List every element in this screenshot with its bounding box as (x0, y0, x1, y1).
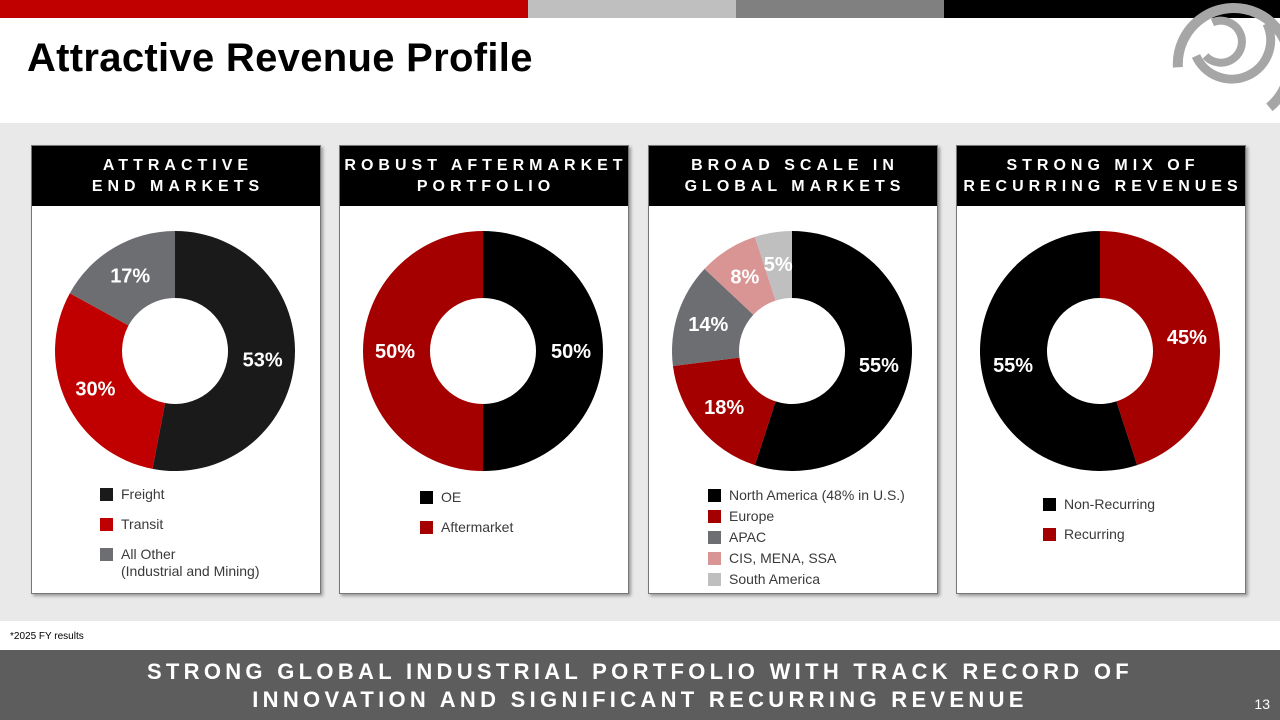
legend-swatch (708, 531, 721, 544)
legend-item: OE (420, 489, 513, 506)
legend-item: Freight (100, 486, 260, 503)
top-bar-segment-red (0, 0, 528, 18)
pie-slice-transit (54, 293, 166, 469)
legend-label: All Other (Industrial and Mining) (121, 546, 260, 579)
legend-label: OE (441, 489, 462, 505)
legend-swatch (708, 552, 721, 565)
legend-label: CIS, MENA, SSA (729, 550, 837, 566)
legend-item: APAC (708, 529, 905, 546)
legend-swatch (708, 510, 721, 523)
legend-swatch (420, 521, 433, 534)
pie-slice-aftermarket (363, 231, 483, 471)
pie-slice-oe (483, 231, 603, 471)
panel-heading-text: ATTRACTIVE END MARKETS (91, 157, 265, 195)
slice-label-apac: 14% (688, 314, 728, 336)
legend-item: Recurring (1043, 526, 1155, 543)
slice-label-non-recurring: 55% (993, 355, 1033, 377)
pie-slice-all-other (69, 231, 175, 326)
pie-slice-freight (152, 231, 295, 471)
donut-chart: 53% 30% 17% (54, 231, 295, 471)
pie-slice-cis-mena-ssa (704, 236, 776, 315)
slice-label-transit: 30% (75, 378, 115, 400)
slice-label-oe: 50% (551, 341, 591, 363)
top-bar-segment-black (944, 0, 1280, 18)
panel-heading-text: ROBUST AFTERMARKET PORTFOLIO (344, 157, 628, 195)
pie-slice-north-america (754, 231, 912, 471)
legend-swatch (100, 488, 113, 501)
chart-legend: Freight Transit All Other (Industrial and … (100, 486, 260, 580)
legend-item: Transit (100, 516, 260, 533)
slice-label-freight: 53% (243, 349, 283, 371)
top-bar-segment-light-gray (528, 0, 736, 18)
panel-heading: ATTRACTIVE END MARKETS (32, 146, 320, 206)
slice-label-cis-mena-ssa: 8% (730, 267, 759, 289)
legend-swatch (100, 548, 113, 561)
pie-slice-non-recurring (980, 231, 1138, 471)
slide-header: Attractive Revenue Profile (0, 18, 1280, 123)
legend-label: Transit (121, 516, 164, 532)
legend-label: North America (48% in U.S.) (729, 487, 905, 503)
legend-label: APAC (729, 529, 767, 545)
legend-swatch (100, 518, 113, 531)
page-number: 13 (1254, 696, 1270, 712)
legend-swatch (420, 491, 433, 504)
slice-label-recurring: 45% (1167, 327, 1207, 349)
legend-swatch (1043, 498, 1056, 511)
panel-heading: BROAD SCALE IN GLOBAL MARKETS (649, 146, 937, 206)
footnote: *2025 FY results (10, 631, 84, 642)
legend-label: South America (729, 571, 821, 587)
top-bar-segment-dark-gray (736, 0, 944, 18)
legend-label: Europe (729, 508, 775, 524)
legend-label: Freight (121, 486, 165, 502)
slice-label-north-america: 55% (859, 355, 899, 377)
slice-label-all-other: 17% (110, 265, 150, 287)
chart-legend: Non-Recurring Recurring (1043, 496, 1155, 543)
panel-heading: STRONG MIX OF RECURRING REVENUES (957, 146, 1245, 206)
tagline: STRONG GLOBAL INDUSTRIAL PORTFOLIO WITH … (146, 659, 1134, 712)
legend-item: South America (708, 571, 905, 588)
slide-title: Attractive Revenue Profile (27, 36, 533, 80)
chart-panel: BROAD SCALE IN GLOBAL MARKETS 55% 18% 14% 8%… (648, 145, 938, 594)
slice-label-south-america: 5% (764, 254, 793, 276)
panel-heading-text: STRONG MIX OF RECURRING REVENUES (963, 157, 1243, 195)
legend-item: CIS, MENA, SSA (708, 550, 905, 567)
pie-slice-recurring (1100, 231, 1220, 466)
chart-panel: ROBUST AFTERMARKET PORTFOLIO 50% 50% OE Afte… (339, 145, 629, 594)
legend-item: All Other (Industrial and Mining) (100, 546, 260, 580)
legend-item: Aftermarket (420, 519, 513, 536)
top-color-bar (0, 0, 1280, 18)
bottom-banner: STRONG GLOBAL INDUSTRIAL PORTFOLIO WITH … (0, 650, 1280, 720)
legend-label: Non-Recurring (1064, 496, 1156, 512)
donut-chart: 55% 18% 14% 8%5% (672, 231, 912, 471)
slice-label-aftermarket: 50% (375, 341, 415, 363)
panel-heading: ROBUST AFTERMARKET PORTFOLIO (340, 146, 628, 206)
legend-swatch (708, 573, 721, 586)
legend-item: Non-Recurring (1043, 496, 1155, 513)
chart-legend: North America (48% in U.S.) Europe APAC CIS… (708, 487, 905, 588)
legend-item: North America (48% in U.S.) (708, 487, 905, 504)
pie-slice-south-america (754, 231, 792, 301)
donut-chart: 45% 55% (980, 231, 1220, 471)
pie-slice-apac (672, 268, 754, 367)
panel-heading-text: BROAD SCALE IN GLOBAL MARKETS (684, 157, 906, 195)
concentric-circles-logo-icon (1172, 3, 1280, 112)
legend-swatch (1043, 528, 1056, 541)
donut-chart: 50% 50% (363, 231, 603, 471)
chart-legend: OE Aftermarket (420, 489, 513, 536)
legend-swatch (708, 489, 721, 502)
legend-item: Europe (708, 508, 905, 525)
pie-slice-europe (672, 357, 776, 466)
chart-panel: ATTRACTIVE END MARKETS 53% 30% 17% Freight Tr… (31, 145, 321, 594)
chart-panel: STRONG MIX OF RECURRING REVENUES 45% 55% No… (956, 145, 1246, 594)
slice-label-europe: 18% (704, 397, 744, 419)
legend-label: Aftermarket (441, 519, 514, 535)
legend-label: Recurring (1064, 526, 1125, 542)
